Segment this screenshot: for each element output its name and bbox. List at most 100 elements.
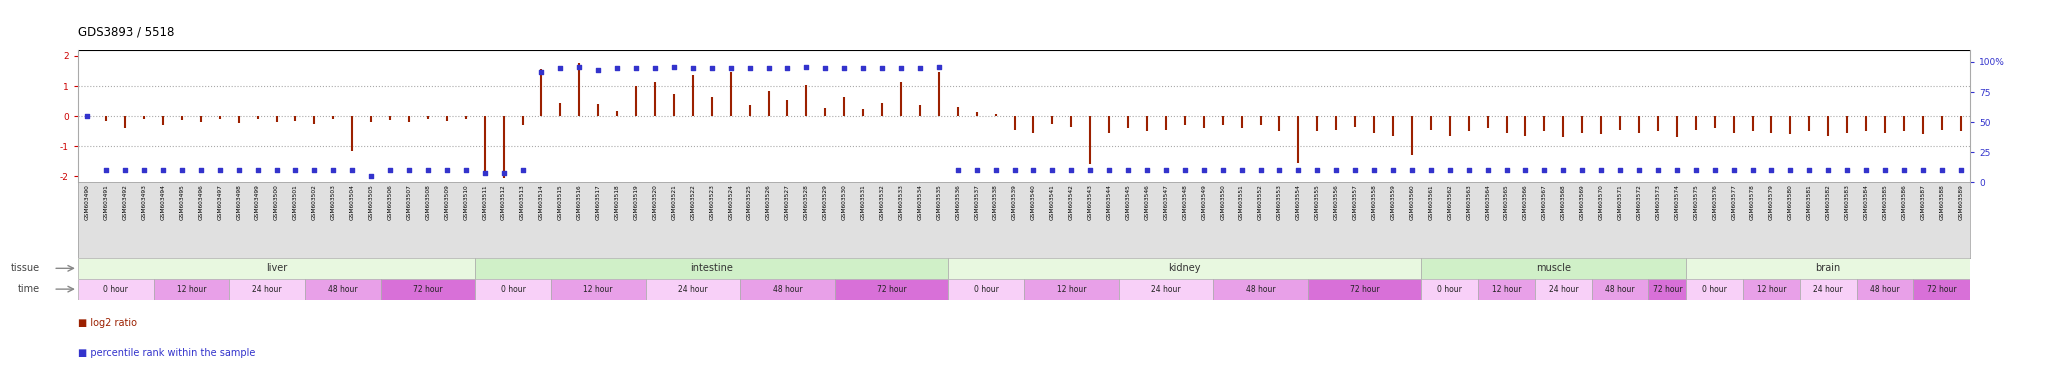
Text: 72 hour: 72 hour	[414, 285, 442, 294]
Point	[127, 167, 160, 173]
Bar	[1479, 279, 1534, 300]
Text: GSM603517: GSM603517	[596, 185, 600, 220]
Point	[715, 65, 748, 71]
Bar	[305, 279, 381, 300]
Text: GSM603524: GSM603524	[729, 185, 733, 220]
Point	[1661, 167, 1694, 173]
Point	[1849, 167, 1882, 173]
Text: GSM603509: GSM603509	[444, 185, 449, 220]
Text: 48 hour: 48 hour	[772, 285, 803, 294]
Point	[223, 167, 256, 173]
Text: GSM603548: GSM603548	[1182, 185, 1188, 220]
Text: GSM603498: GSM603498	[236, 185, 242, 220]
Text: GSM603490: GSM603490	[84, 185, 90, 220]
Point	[1944, 167, 1976, 173]
Bar	[1743, 279, 1800, 300]
Text: GSM603495: GSM603495	[180, 185, 184, 220]
Text: GSM603549: GSM603549	[1202, 185, 1206, 220]
Bar	[1024, 279, 1118, 300]
Text: GSM603507: GSM603507	[406, 185, 412, 220]
Text: 12 hour: 12 hour	[176, 285, 207, 294]
Text: GSM603581: GSM603581	[1806, 185, 1812, 220]
Point	[1812, 167, 1845, 173]
Text: GSM603570: GSM603570	[1599, 185, 1604, 220]
Text: GSM603539: GSM603539	[1012, 185, 1018, 220]
Text: GSM603569: GSM603569	[1579, 185, 1585, 220]
Text: GSM603500: GSM603500	[274, 185, 279, 220]
Text: GSM603586: GSM603586	[1901, 185, 1907, 220]
Text: GSM603562: GSM603562	[1448, 185, 1452, 220]
Bar	[1591, 279, 1649, 300]
Text: time: time	[18, 284, 41, 294]
Text: 24 hour: 24 hour	[1151, 285, 1182, 294]
Text: GSM603493: GSM603493	[141, 185, 147, 220]
Point	[1225, 167, 1257, 173]
Bar	[948, 258, 1421, 279]
Bar	[154, 279, 229, 300]
Point	[506, 167, 539, 173]
Point	[1528, 167, 1561, 173]
Point	[1376, 167, 1409, 173]
Point	[317, 167, 350, 173]
Text: GSM603525: GSM603525	[748, 185, 752, 220]
Text: GSM603492: GSM603492	[123, 185, 127, 220]
Text: GSM603499: GSM603499	[256, 185, 260, 220]
Point	[72, 113, 104, 119]
Text: GSM603506: GSM603506	[387, 185, 393, 220]
Point	[1831, 167, 1864, 173]
Point	[809, 65, 842, 71]
Point	[373, 167, 406, 173]
Text: GSM603587: GSM603587	[1921, 185, 1925, 220]
Text: 24 hour: 24 hour	[252, 285, 283, 294]
Text: GSM603568: GSM603568	[1561, 185, 1567, 220]
Text: GSM603578: GSM603578	[1751, 185, 1755, 220]
Bar	[645, 279, 739, 300]
Point	[733, 65, 766, 71]
Point	[791, 64, 823, 70]
Text: GSM603516: GSM603516	[578, 185, 582, 220]
Text: GSM603534: GSM603534	[918, 185, 922, 220]
Point	[1339, 167, 1372, 173]
Point	[1622, 167, 1655, 173]
Text: GSM603547: GSM603547	[1163, 185, 1169, 220]
Bar	[551, 279, 645, 300]
Point	[449, 167, 481, 173]
Point	[1792, 167, 1825, 173]
Point	[1036, 167, 1069, 173]
Point	[922, 64, 954, 70]
Text: GSM603544: GSM603544	[1106, 185, 1112, 220]
Point	[545, 65, 578, 71]
Text: 72 hour: 72 hour	[1653, 285, 1681, 294]
Point	[109, 167, 141, 173]
Text: GSM603575: GSM603575	[1694, 185, 1698, 220]
Text: tissue: tissue	[10, 263, 41, 273]
Text: GSM603504: GSM603504	[350, 185, 354, 220]
Point	[184, 167, 217, 173]
Text: 72 hour: 72 hour	[1927, 285, 1956, 294]
Point	[279, 167, 311, 173]
Text: 0 hour: 0 hour	[102, 285, 129, 294]
Point	[942, 167, 975, 173]
Point	[1094, 167, 1126, 173]
Bar	[1534, 279, 1591, 300]
Bar	[475, 279, 551, 300]
Text: GSM603545: GSM603545	[1126, 185, 1130, 220]
Point	[166, 167, 199, 173]
Text: 12 hour: 12 hour	[1491, 285, 1522, 294]
Point	[1282, 167, 1315, 173]
Text: GSM603540: GSM603540	[1030, 185, 1036, 220]
Text: GSM603588: GSM603588	[1939, 185, 1944, 220]
Point	[1737, 167, 1769, 173]
Point	[1243, 167, 1278, 173]
Point	[336, 167, 369, 173]
Point	[1169, 167, 1202, 173]
Text: GDS3893 / 5518: GDS3893 / 5518	[78, 25, 174, 38]
Text: GSM603496: GSM603496	[199, 185, 203, 220]
Text: GSM603510: GSM603510	[463, 185, 469, 220]
Text: GSM603508: GSM603508	[426, 185, 430, 220]
Bar	[1800, 279, 1858, 300]
Bar	[78, 258, 475, 279]
Text: 12 hour: 12 hour	[1757, 285, 1786, 294]
Text: 24 hour: 24 hour	[678, 285, 709, 294]
Point	[961, 167, 993, 173]
